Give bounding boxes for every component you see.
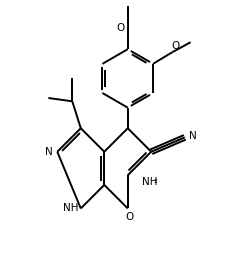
Text: $_2$: $_2$ — [153, 177, 158, 186]
Text: N: N — [189, 131, 196, 141]
Text: N: N — [45, 147, 52, 157]
Text: NH: NH — [143, 177, 158, 187]
Text: NH: NH — [62, 203, 78, 214]
Text: O: O — [172, 41, 180, 51]
Text: O: O — [125, 212, 134, 222]
Text: O: O — [117, 23, 125, 33]
